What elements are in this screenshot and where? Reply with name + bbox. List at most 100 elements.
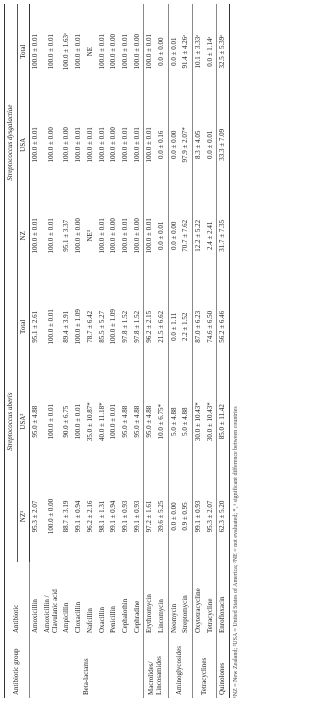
value-cell: 56.2 ± 6.46 — [216, 281, 230, 373]
value-cell: 0.0 ± 0.00 — [168, 99, 181, 191]
antibiotic-cell: Streptomycin — [181, 595, 190, 633]
value-cell: 0.0 ± 0.01 — [205, 130, 214, 159]
data-row: Streptomycin 0.9 ± 0.95 5.0 ± 4.88 2.2 ± 1.… — [180, 4, 192, 698]
value-cell: 0.0 ± 0.00 — [156, 37, 165, 66]
value-cell: 99.1 ± 0.94 — [109, 500, 118, 533]
antibiotic-cell: Amoxicillin / Clavulanic acid — [43, 589, 59, 633]
value-cell: 100.0 ± 0.01 — [120, 127, 129, 163]
value-cell: 100.0 ± 0.01 — [143, 99, 156, 191]
antibiotic-cell: Penicillin — [109, 606, 118, 633]
value-cell: 97.8 ± 1.52 — [132, 310, 141, 343]
column-header: USA — [17, 99, 30, 191]
data-row: Ampicillin 88.7 ± 3.19 90.0 ± 6.75 89.4 ± 3… — [61, 4, 73, 698]
value-cell: 0.0 ± 0.00 — [168, 190, 181, 282]
antibiotic-cell: Cloxacillin — [74, 601, 83, 633]
value-cell: 100.0 ± 0.01 — [143, 190, 156, 282]
value-cell: 5.0 ± 4.88 — [168, 372, 181, 471]
value-cell: 10.0 ± 6.75* — [156, 403, 165, 440]
value-cell: 10.1 ± 3.33ᵃ — [192, 4, 205, 100]
value-cell: NE — [85, 46, 94, 57]
antibiotic-cell: Tetracycline — [205, 598, 214, 634]
value-cell: 0.0 ± 1.14ᵃ — [205, 36, 214, 67]
value-cell: 100.0 ± 0.00 — [46, 127, 55, 163]
value-cell: 0.0 ± 0.01 — [168, 4, 181, 100]
value-cell: 100.0 ± 0.01 — [74, 127, 83, 163]
data-row: Amoxicillin / Clavulanic acid 100.0 ± 0.0… — [42, 4, 61, 698]
value-cell: 0.0 ± 0.00 — [168, 471, 181, 562]
header-row: Antibiotic group Antibiotic Streptococcu… — [4, 4, 30, 698]
value-cell: 100.0 ± 0.00 — [132, 33, 141, 70]
antibiotic-cell: Erythromycin — [143, 562, 156, 636]
column-header: USA² — [17, 372, 30, 471]
antibiotic-cell: Oxytetracycline — [192, 562, 205, 636]
header-cell: Antibiotic — [4, 562, 30, 636]
value-cell: 99.1 ± 0.93 — [132, 500, 141, 533]
value-cell: 8.3 ± 4.05 — [192, 99, 205, 191]
value-cell: 88.7 ± 3.19 — [62, 500, 71, 533]
value-cell: 70.7 ± 7.62 — [181, 219, 190, 252]
value-cell: 100.0 ± 0.01 — [143, 4, 156, 100]
value-cell: 30.0 ± 10.43* — [205, 402, 214, 442]
value-cell: 0.0 ± 0.01 — [156, 221, 165, 250]
value-cell: 100.0 ± 1.09 — [74, 309, 83, 345]
value-cell: 96.2 ± 2.15 — [143, 281, 156, 373]
group-cell: Tetracyclines — [192, 636, 217, 698]
data-row: Nafcillin 96.2 ± 2.16 35.0 ± 10.87* 78.7 ± … — [85, 4, 97, 698]
value-cell: 100.0 ± 0.01 — [132, 127, 141, 163]
data-row: Cephradine 99.1 ± 0.93 95.0 ± 4.88 97.8 ± 1… — [132, 4, 144, 698]
value-cell: 99.1 ± 0.93 — [120, 500, 129, 533]
value-cell: 89.4 ± 3.91 — [62, 310, 71, 343]
value-cell: 100.0 ± 0.00 — [62, 127, 71, 163]
footnote: ¹NZ = New Zealand; ²USA = United States … — [233, 406, 240, 698]
value-cell: 78.7 ± 6.42 — [85, 310, 94, 343]
value-cell: 98.1 ± 1.31 — [97, 500, 106, 533]
value-cell: 100.0 ± 0.01 — [97, 127, 106, 163]
data-row: Cephalothin 99.1 ± 0.93 95.0 ± 4.88 97.8 ± … — [120, 4, 132, 698]
value-cell: 33.3 ± 7.09 — [216, 99, 230, 191]
header-cell: Antibiotic group — [4, 636, 30, 698]
column-header: Total — [17, 281, 30, 373]
value-cell: 85.0 ± 11.42 — [216, 372, 230, 471]
value-cell: 95.1 ± 2.61 — [29, 281, 43, 373]
value-cell: 0.9 ± 0.95 — [181, 502, 190, 531]
data-row: Lincomycin 39.6 ± 5.25 10.0 ± 6.75* 21.5 ± … — [156, 4, 168, 698]
value-cell: 95.0 ± 4.88 — [143, 372, 156, 471]
data-row: Macrolides/ Lincosamides Erythromycin 97.2… — [143, 4, 169, 698]
column-header: NZ¹ — [17, 471, 30, 562]
value-cell: 100.0 ± 0.01 — [97, 33, 106, 70]
value-cell: 100.0 ± 1.63ᵃ — [62, 33, 71, 71]
value-cell: 95.1 ± 3.37 — [62, 219, 71, 252]
value-cell: 95.0 ± 4.88 — [132, 405, 141, 438]
value-cell: 100.0 ± 0.01 — [29, 190, 43, 282]
column-header: NZ — [17, 190, 30, 282]
value-cell: 100.0 ± 0.01 — [120, 218, 129, 254]
value-cell: 31.7 ± 7.35 — [216, 190, 230, 282]
data-row: Tetracycline 95.3 ± 2.07 30.0 ± 10.43* 74.6… — [205, 4, 217, 698]
value-cell: 97.8 ± 1.52 — [120, 310, 129, 343]
value-cell: 100.0 ± 0.00 — [109, 33, 118, 70]
value-cell: 95.3 ± 2.07 — [29, 471, 43, 562]
group-cell: Quinolones — [216, 636, 230, 698]
value-cell: 30.0 ± 10.43* — [192, 372, 205, 471]
data-row: Cloxacillin 99.1 ± 0.94 100.0 ± 0.01 100.0 … — [73, 4, 85, 698]
value-cell: NE³ — [85, 230, 94, 242]
data-row: Oxacillin 98.1 ± 1.31 40.0 ± 11.18* 85.5 ± … — [97, 4, 109, 698]
antibiotic-cell: Cephalothin — [120, 598, 129, 633]
value-cell: 100.0 ± 0.01 — [120, 33, 129, 70]
value-cell: 97.2 ± 1.61 — [143, 471, 156, 562]
value-cell: 35.0 ± 10.87* — [85, 402, 94, 442]
value-cell: 39.6 ± 5.25 — [156, 500, 165, 533]
value-cell: 100.0 ± 0.01 — [29, 99, 43, 191]
species-header: Streptococcus dysgalactiae — [4, 4, 18, 282]
value-cell: 62.3 ± 5.20 — [216, 471, 230, 562]
resistance-table: Antibiotic group Antibiotic Streptococcu… — [4, 4, 230, 698]
antibiotic-cell: Cephradine — [132, 600, 141, 633]
table-body: Beta-lactams Amoxicillin 95.3 ± 2.07 95.0 ±… — [29, 4, 230, 698]
data-row: Penicillin 99.1 ± 0.94 100.0 ± 0.01 100.0 ±… — [108, 4, 120, 698]
value-cell: 100.0 ± 0.01 — [46, 33, 55, 70]
value-cell: 100.0 ± 0.01 — [85, 127, 94, 163]
value-cell: 95.0 ± 4.88 — [120, 405, 129, 438]
value-cell: 100.0 ± 1.09 — [109, 309, 118, 345]
